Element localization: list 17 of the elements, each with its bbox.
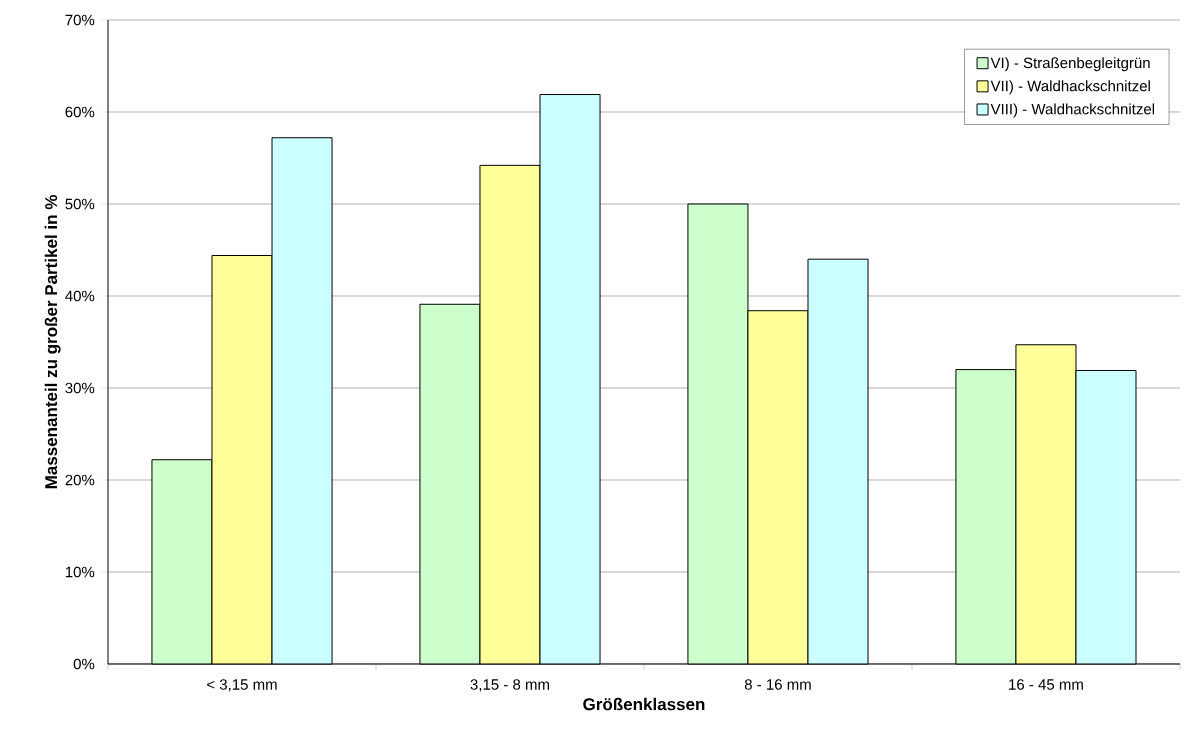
y-tick-label: 60% bbox=[65, 106, 95, 118]
y-tick-label: 20% bbox=[65, 474, 95, 486]
legend-label: VII) - Waldhackschnitzel bbox=[990, 80, 1150, 95]
y-tick-label: 50% bbox=[65, 198, 95, 210]
x-axis-title: Größenklassen bbox=[583, 697, 705, 711]
x-tick-label: 8 - 16 mm bbox=[744, 679, 811, 690]
legend-label: VI) - Straßenbegleitgrün bbox=[990, 57, 1150, 72]
legend-label: VIII) - Waldhackschnitzel bbox=[990, 103, 1155, 118]
x-tick-label: 16 - 45 mm bbox=[1009, 679, 1083, 690]
x-tick-label: < 3,15 mm bbox=[207, 679, 277, 692]
y-tick-label: 70% bbox=[65, 14, 95, 26]
y-tick-label: 40% bbox=[65, 290, 95, 302]
y-tick-label: 0% bbox=[73, 658, 95, 670]
y-tick-label: 10% bbox=[65, 566, 95, 578]
y-axis-title: Massenanteil zu großer Partikel in % bbox=[44, 195, 61, 489]
x-tick-label: 3,15 - 8 mm bbox=[470, 679, 549, 692]
y-tick-label: 30% bbox=[65, 382, 95, 394]
